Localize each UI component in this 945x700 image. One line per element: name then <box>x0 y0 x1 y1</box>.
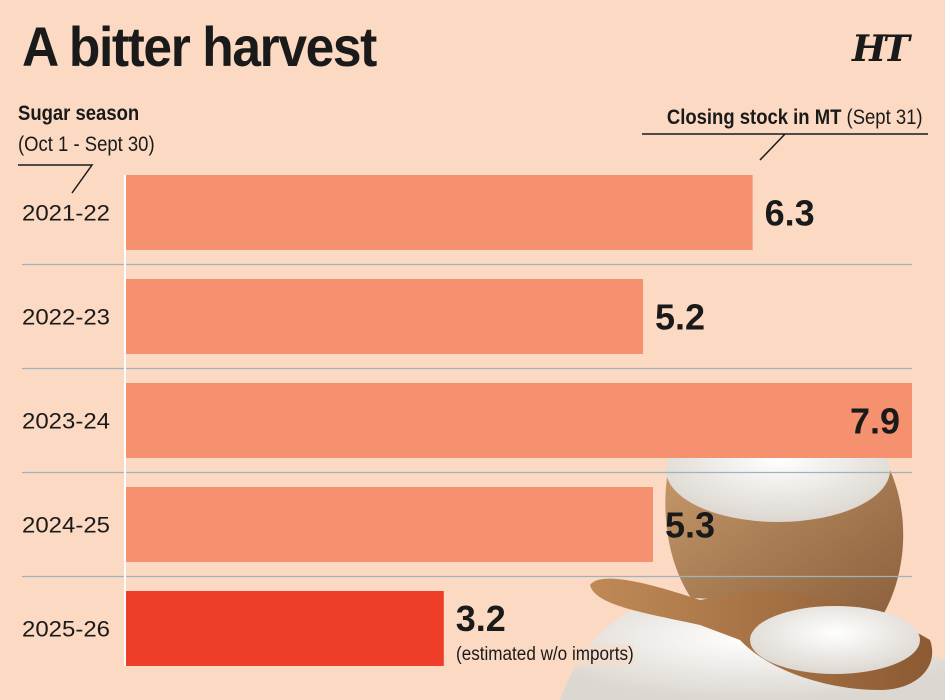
value-label: 3.2 <box>456 598 506 639</box>
category-label: 2024-25 <box>22 513 110 538</box>
scoop-sugar <box>750 606 920 674</box>
bar-2023-24 <box>125 383 912 458</box>
season-pointer-line <box>18 164 94 194</box>
value-label: 5.2 <box>655 297 705 338</box>
ht-logo: HT <box>852 28 910 70</box>
x-axis-title-bold: Closing stock in MT <box>667 106 842 129</box>
bar-2025-26 <box>125 591 444 666</box>
category-label: 2022-23 <box>22 305 110 330</box>
value-label: 5.3 <box>665 505 715 546</box>
bar-2021-22 <box>125 175 753 250</box>
header-pointers <box>18 133 928 194</box>
bar-2022-23 <box>125 279 644 354</box>
category-label: 2023-24 <box>22 409 110 434</box>
category-label: 2021-22 <box>22 201 110 226</box>
bar-2024-25 <box>125 487 653 562</box>
value-label: 6.3 <box>765 193 815 234</box>
stock-pointer-line <box>642 133 928 161</box>
x-axis-title: Closing stock in MT (Sept 31) <box>667 106 923 130</box>
x-axis-title-paren: (Sept 31) <box>846 106 923 129</box>
category-label: 2025-26 <box>22 617 110 642</box>
page-title: A bitter harvest <box>22 15 377 78</box>
estimate-note: (estimated w/o imports) <box>456 644 634 666</box>
y-axis-title: Sugar season <box>18 102 140 125</box>
bars-layer: 2021-22 6.3 2022-23 5.2 2023-24 7.9 2024-25 5.3… <box>22 175 912 666</box>
value-label: 7.9 <box>850 401 900 442</box>
y-axis-subtitle: (Oct 1 - Sept 30) <box>18 133 155 156</box>
